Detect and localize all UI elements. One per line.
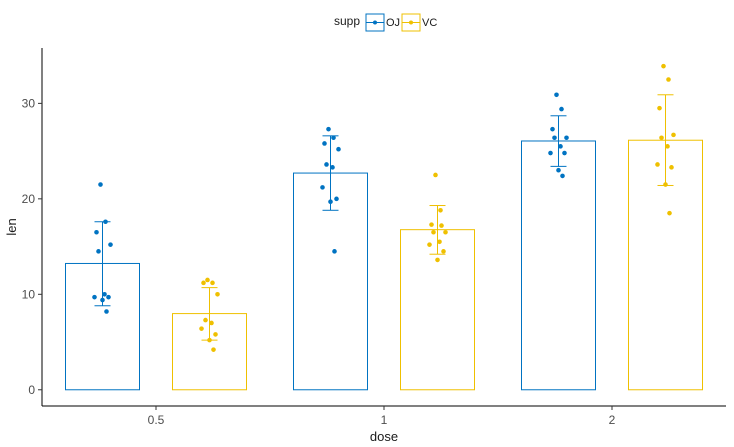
point-oj-2 bbox=[556, 167, 561, 173]
errorbar-oj-1 bbox=[322, 135, 339, 211]
point-oj-0.5 bbox=[106, 294, 111, 300]
point-vc-1 bbox=[437, 239, 442, 245]
point-vc-0.5 bbox=[207, 337, 212, 343]
point-oj-0.5 bbox=[108, 242, 113, 247]
point-vc-2 bbox=[663, 182, 668, 187]
point-vc-1 bbox=[443, 229, 448, 235]
x-tick-label-2: 2 bbox=[609, 413, 616, 427]
legend-label-vc: VC bbox=[422, 17, 437, 29]
point-vc-1 bbox=[433, 172, 438, 178]
y-tick-label-30: 30 bbox=[22, 96, 36, 110]
point-oj-2 bbox=[560, 173, 565, 179]
point-vc-2 bbox=[661, 63, 666, 69]
point-oj-2 bbox=[564, 135, 569, 141]
point-vc-0.5 bbox=[199, 326, 204, 331]
point-oj-2 bbox=[550, 126, 555, 132]
point-oj-0.5 bbox=[98, 182, 103, 187]
point-vc-1 bbox=[438, 207, 443, 213]
point-vc-2 bbox=[667, 210, 672, 216]
point-vc-0.5 bbox=[203, 317, 208, 323]
errorbar-vc-1 bbox=[429, 205, 446, 255]
point-vc-0.5 bbox=[201, 280, 206, 286]
point-vc-0.5 bbox=[213, 332, 218, 337]
point-oj-1 bbox=[331, 135, 336, 141]
point-oj-2 bbox=[548, 150, 553, 156]
point-vc-2 bbox=[657, 105, 662, 111]
y-axis-title: len bbox=[4, 218, 19, 235]
point-vc-0.5 bbox=[210, 280, 215, 286]
point-oj-1 bbox=[320, 185, 325, 190]
point-vc-1 bbox=[435, 257, 440, 263]
point-oj-2 bbox=[559, 106, 564, 112]
bars-layer bbox=[65, 139, 703, 391]
point-oj-1 bbox=[322, 141, 327, 146]
errorbar-oj-2 bbox=[550, 115, 567, 167]
y-axis-ticks: 0 10 20 30 bbox=[22, 96, 42, 397]
y-tick-label-10: 10 bbox=[22, 287, 36, 301]
point-vc-2 bbox=[671, 132, 676, 138]
point-oj-2 bbox=[552, 135, 557, 141]
point-oj-0.5 bbox=[102, 292, 107, 297]
point-oj-1 bbox=[326, 126, 331, 132]
x-tick-label-1: 1 bbox=[381, 413, 388, 427]
errorbar-oj-0.5 bbox=[94, 221, 111, 307]
point-vc-2 bbox=[655, 162, 660, 167]
point-oj-1 bbox=[334, 196, 339, 202]
x-axis-title: dose bbox=[370, 429, 398, 444]
point-oj-2 bbox=[554, 92, 559, 98]
point-vc-1 bbox=[441, 249, 446, 254]
point-oj-0.5 bbox=[100, 297, 105, 303]
point-oj-0.5 bbox=[104, 309, 109, 314]
point-oj-0.5 bbox=[92, 294, 97, 300]
point-vc-1 bbox=[431, 229, 436, 235]
point-vc-0.5 bbox=[211, 347, 216, 352]
points-layer bbox=[92, 63, 676, 352]
point-vc-2 bbox=[659, 135, 664, 141]
point-vc-1 bbox=[439, 223, 444, 228]
point-vc-0.5 bbox=[209, 320, 214, 326]
x-tick-label-0.5: 0.5 bbox=[148, 413, 165, 427]
legend-label-oj: OJ bbox=[386, 17, 400, 29]
point-oj-2 bbox=[558, 144, 563, 149]
legend: supp OJ VC bbox=[334, 13, 437, 32]
y-tick-label-20: 20 bbox=[22, 192, 36, 206]
point-vc-1 bbox=[427, 242, 432, 247]
legend-key-oj bbox=[365, 13, 385, 32]
errorbars-layer bbox=[94, 94, 674, 341]
point-vc-2 bbox=[669, 165, 674, 170]
point-oj-2 bbox=[562, 150, 567, 156]
point-vc-0.5 bbox=[205, 277, 210, 283]
point-oj-1 bbox=[328, 199, 333, 205]
legend-key-vc bbox=[401, 13, 421, 32]
point-vc-2 bbox=[665, 144, 670, 149]
point-oj-0.5 bbox=[94, 229, 99, 235]
y-tick-label-0: 0 bbox=[28, 383, 35, 397]
point-oj-1 bbox=[324, 162, 329, 167]
point-vc-1 bbox=[429, 222, 434, 227]
point-oj-0.5 bbox=[103, 219, 108, 225]
point-vc-2 bbox=[666, 77, 671, 82]
bar-oj-2 bbox=[521, 140, 596, 391]
point-oj-0.5 bbox=[96, 249, 101, 254]
x-axis-ticks: 0.5 1 2 bbox=[148, 406, 616, 427]
point-vc-0.5 bbox=[215, 292, 220, 297]
point-oj-1 bbox=[330, 165, 335, 170]
point-oj-1 bbox=[332, 249, 337, 254]
point-oj-1 bbox=[336, 146, 341, 152]
legend-title: supp bbox=[334, 14, 360, 28]
